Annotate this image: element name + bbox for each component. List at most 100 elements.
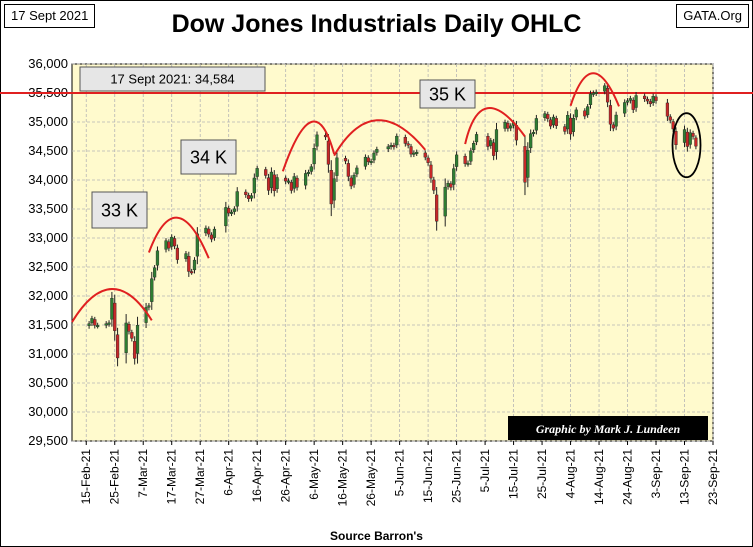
ohlc-body: [625, 100, 630, 103]
ohlc-bar: [546, 111, 550, 122]
ohlc-body: [543, 113, 547, 118]
ohlc-body: [643, 95, 647, 99]
ohlc-bar: [304, 169, 308, 190]
y-tick-label: 31,500: [28, 317, 68, 332]
ohlc-bar: [691, 130, 695, 140]
ohlc-bar: [645, 96, 650, 105]
ohlc-bar: [623, 99, 627, 117]
ohlc-body: [369, 161, 373, 163]
ohlc-bar: [275, 174, 279, 193]
ohlc-bar: [224, 201, 228, 233]
ohlc-body: [452, 168, 456, 185]
ohlc-body: [164, 240, 168, 250]
y-tick-label: 36,000: [28, 56, 68, 71]
ohlc-body: [113, 302, 117, 331]
ohlc-bar: [252, 173, 256, 199]
top-arc: [333, 119, 427, 157]
ohlc-bar: [326, 134, 330, 173]
ohlc-bar: [392, 142, 396, 150]
ohlc-bar: [403, 134, 407, 147]
ohlc-body: [286, 180, 291, 183]
ohlc-bar: [423, 150, 427, 161]
ohlc-bar: [526, 142, 530, 188]
ohlc-bar: [366, 155, 370, 165]
ohlc-body: [352, 174, 356, 185]
label-33k-box: [91, 191, 148, 229]
ohlc-bar: [172, 235, 177, 250]
ohlc-body: [628, 98, 632, 101]
ohlc-body: [323, 134, 328, 138]
ohlc-body: [127, 324, 131, 332]
ohlc-bar: [309, 164, 313, 175]
ohlc-body: [568, 117, 573, 135]
ohlc-bar: [554, 115, 558, 129]
ohlc-body: [232, 208, 236, 212]
ohlc-body: [304, 173, 308, 186]
ohlc-body: [611, 124, 615, 129]
y-tick-label: 32,000: [28, 288, 68, 303]
ohlc-bar: [286, 178, 291, 185]
ohlc-bar: [614, 111, 618, 131]
x-tick-label: 16-Apr-21: [250, 449, 264, 503]
ohlc-bar: [192, 257, 197, 274]
ohlc-body: [651, 96, 655, 103]
ohlc-body: [386, 146, 390, 150]
ohlc-body: [654, 96, 658, 101]
x-axis-label: Source Barron's: [330, 529, 423, 543]
ohlc-body: [124, 322, 128, 353]
ohlc-bar: [694, 135, 698, 150]
ohlc-body: [526, 150, 530, 178]
ohlc-bar: [315, 131, 319, 151]
ohlc-body: [474, 134, 479, 143]
label-33k-text: 33 K: [101, 200, 138, 220]
ohlc-body: [494, 129, 499, 152]
ohlc-body: [694, 137, 698, 147]
ohlc-body: [472, 143, 476, 150]
top-arc: [281, 120, 336, 172]
credit-label: Graphic by Mark J. Lundeen: [508, 416, 708, 440]
ohlc-bar: [227, 205, 231, 217]
label-34k: 34 K: [180, 139, 237, 175]
ohlc-body: [503, 122, 507, 129]
ohlc-bar: [343, 155, 348, 165]
ohlc-bar: [147, 303, 151, 311]
recent-circle: [671, 112, 702, 179]
ohlc-body: [665, 102, 670, 117]
ohlc-body: [155, 250, 160, 266]
ohlc-bar: [529, 129, 533, 153]
ohlc-bar: [432, 176, 436, 194]
ohlc-bar: [87, 321, 91, 329]
ohlc-body: [603, 85, 607, 92]
ohlc-body: [306, 172, 311, 174]
ohlc-body: [586, 106, 590, 115]
x-tick-label: 24-Aug-21: [621, 449, 635, 505]
y-tick-label: 32,500: [28, 259, 68, 274]
y-tick-label: 30,500: [28, 375, 68, 390]
ohlc-body: [563, 126, 567, 132]
ohlc-body: [668, 116, 672, 121]
ohlc-bar: [113, 294, 117, 341]
ohlc-bar: [531, 129, 536, 137]
ohlc-bar: [96, 322, 100, 329]
ohlc-body: [469, 150, 473, 162]
x-tick-label: 5-Jul-21: [478, 449, 492, 493]
ohlc-bar: [249, 193, 254, 202]
ohlc-body: [594, 91, 598, 94]
ohlc-body: [343, 158, 348, 162]
ohlc-body: [574, 109, 578, 118]
ohlc-body: [329, 170, 333, 205]
ohlc-body: [443, 186, 447, 217]
ohlc-body: [529, 133, 533, 149]
ohlc-body: [312, 148, 316, 165]
ohlc-body: [463, 155, 467, 164]
ohlc-body: [289, 182, 293, 191]
ohlc-body: [184, 253, 188, 259]
label-35k: 35 K: [419, 79, 476, 109]
x-tick-label: 25-Feb-21: [108, 449, 122, 505]
ohlc-body: [392, 145, 396, 148]
label-33k: 33 K: [91, 191, 148, 229]
ohlc-bar: [187, 251, 191, 277]
ohlc-body: [432, 179, 436, 191]
ohlc-body: [315, 134, 319, 147]
